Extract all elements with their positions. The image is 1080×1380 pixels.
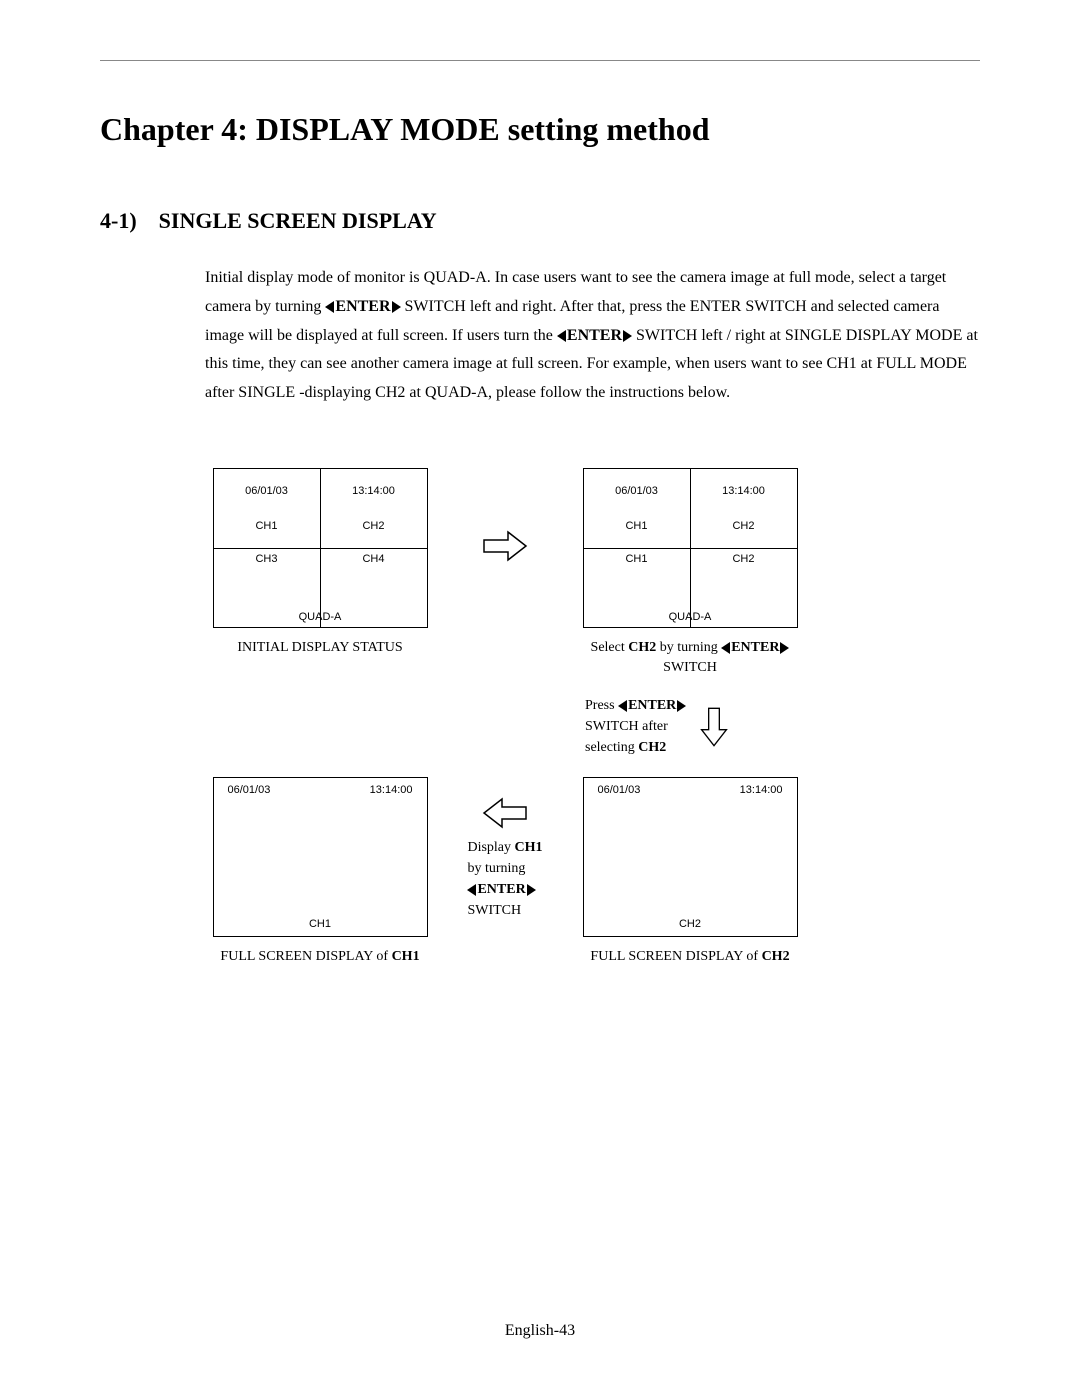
panel-select-wrap: 06/01/03 CH1 13:14:00 CH2 CH1 CH2 QUAD-A… — [575, 468, 805, 677]
display-line2: by turning — [467, 861, 525, 876]
display-switch: SWITCH — [467, 903, 521, 918]
triangle-left-icon — [557, 330, 566, 342]
page-footer: English-43 — [0, 1322, 1080, 1340]
panel-ch2: CH2 — [732, 520, 754, 532]
panel-select: 06/01/03 CH1 13:14:00 CH2 CH1 CH2 QUAD-A — [583, 468, 798, 628]
panel-ch1: CH1 — [625, 520, 647, 532]
triangle-right-icon — [527, 884, 536, 896]
panel-full-ch1-wrap: 06/01/03 13:14:00 CH1 FULL SCREEN DISPLA… — [205, 777, 435, 967]
enter-label: ENTER — [731, 640, 779, 655]
full-ch2: CH2 — [762, 949, 790, 964]
panel-mode-quad: QUAD-A — [214, 611, 427, 623]
caption-select: Select CH2 by turning ENTER SWITCH — [575, 638, 805, 677]
step-press-label: Press ENTER SWITCH after selecting CH2 — [585, 695, 686, 758]
panel-ch3: CH3 — [255, 553, 277, 565]
caption-select-post: by turning — [656, 640, 721, 655]
triangle-right-icon — [677, 700, 686, 712]
panel-time: 13:14:00 — [740, 784, 783, 796]
triangle-left-icon — [467, 884, 476, 896]
panel-time: 13:14:00 — [352, 485, 395, 497]
panel-time: 13:14:00 — [722, 485, 765, 497]
triangle-right-icon — [780, 642, 789, 654]
panel-ch1: CH1 — [625, 553, 647, 565]
body-paragraph: Initial display mode of monitor is QUAD-… — [205, 264, 980, 408]
caption-select-pre: Select — [591, 640, 629, 655]
panel-ch4: CH4 — [362, 553, 384, 565]
section-heading: 4-1) SINGLE SCREEN DISPLAY — [100, 208, 980, 234]
display-ch1: CH1 — [515, 840, 543, 855]
diagram-grid: 06/01/03 CH1 13:14:00 CH2 CH3 CH4 QUAD-A… — [205, 468, 980, 967]
section-number: 4-1) — [100, 208, 137, 234]
press-line2: SWITCH after — [585, 719, 668, 734]
caption-select-switch: SWITCH — [663, 660, 717, 675]
caption-full-ch1: FULL SCREEN DISPLAY of CH1 — [220, 947, 419, 967]
enter-label: ENTER — [628, 698, 676, 713]
step-press: Press ENTER SWITCH after selecting CH2 — [575, 687, 805, 758]
chapter-title: Chapter 4: DISPLAY MODE setting method — [100, 111, 980, 148]
caption-select-ch2: CH2 — [628, 640, 656, 655]
step-display-label: Display CH1 by turning ENTER SWITCH — [467, 837, 542, 921]
panel-date: 06/01/03 — [245, 485, 288, 497]
arrow-right-icon — [482, 528, 528, 564]
section-title: SINGLE SCREEN DISPLAY — [159, 208, 437, 234]
panel-date: 06/01/03 — [598, 784, 641, 796]
panel-ch1: CH1 — [255, 520, 277, 532]
triangle-right-icon — [392, 301, 401, 313]
enter-label: ENTER — [335, 298, 390, 315]
step-display: Display CH1 by turning ENTER SWITCH — [445, 777, 565, 921]
panel-ch2: CH2 — [362, 520, 384, 532]
panel-full-ch2: 06/01/03 13:14:00 CH2 — [583, 777, 798, 937]
press-line3b: CH2 — [638, 740, 666, 755]
arrow-step1 — [445, 468, 565, 564]
caption-initial: INITIAL DISPLAY STATUS — [237, 638, 402, 658]
triangle-left-icon — [721, 642, 730, 654]
panel-date: 06/01/03 — [615, 485, 658, 497]
top-rule — [100, 60, 980, 61]
triangle-right-icon — [623, 330, 632, 342]
panel-initial: 06/01/03 CH1 13:14:00 CH2 CH3 CH4 QUAD-A — [213, 468, 428, 628]
arrow-down-icon — [698, 705, 730, 749]
enter-label: ENTER — [567, 327, 622, 344]
panel-initial-wrap: 06/01/03 CH1 13:14:00 CH2 CH3 CH4 QUAD-A… — [205, 468, 435, 658]
enter-label: ENTER — [477, 882, 525, 897]
arrow-left-icon — [482, 795, 528, 831]
panel-ch-label: CH2 — [584, 918, 797, 930]
panel-ch2: CH2 — [732, 553, 754, 565]
panel-ch-label: CH1 — [214, 918, 427, 930]
triangle-left-icon — [618, 700, 627, 712]
full-ch2-pre: FULL SCREEN DISPLAY of — [590, 949, 761, 964]
press-pre: Press — [585, 698, 618, 713]
full-ch1-pre: FULL SCREEN DISPLAY of — [220, 949, 391, 964]
panel-time: 13:14:00 — [370, 784, 413, 796]
press-line3a: selecting — [585, 740, 638, 755]
panel-full-ch2-wrap: 06/01/03 13:14:00 CH2 FULL SCREEN DISPLA… — [575, 777, 805, 967]
panel-full-ch1: 06/01/03 13:14:00 CH1 — [213, 777, 428, 937]
triangle-left-icon — [325, 301, 334, 313]
full-ch1: CH1 — [392, 949, 420, 964]
panel-date: 06/01/03 — [228, 784, 271, 796]
panel-mode-quad: QUAD-A — [584, 611, 797, 623]
caption-full-ch2: FULL SCREEN DISPLAY of CH2 — [590, 947, 789, 967]
display-pre: Display — [467, 840, 514, 855]
